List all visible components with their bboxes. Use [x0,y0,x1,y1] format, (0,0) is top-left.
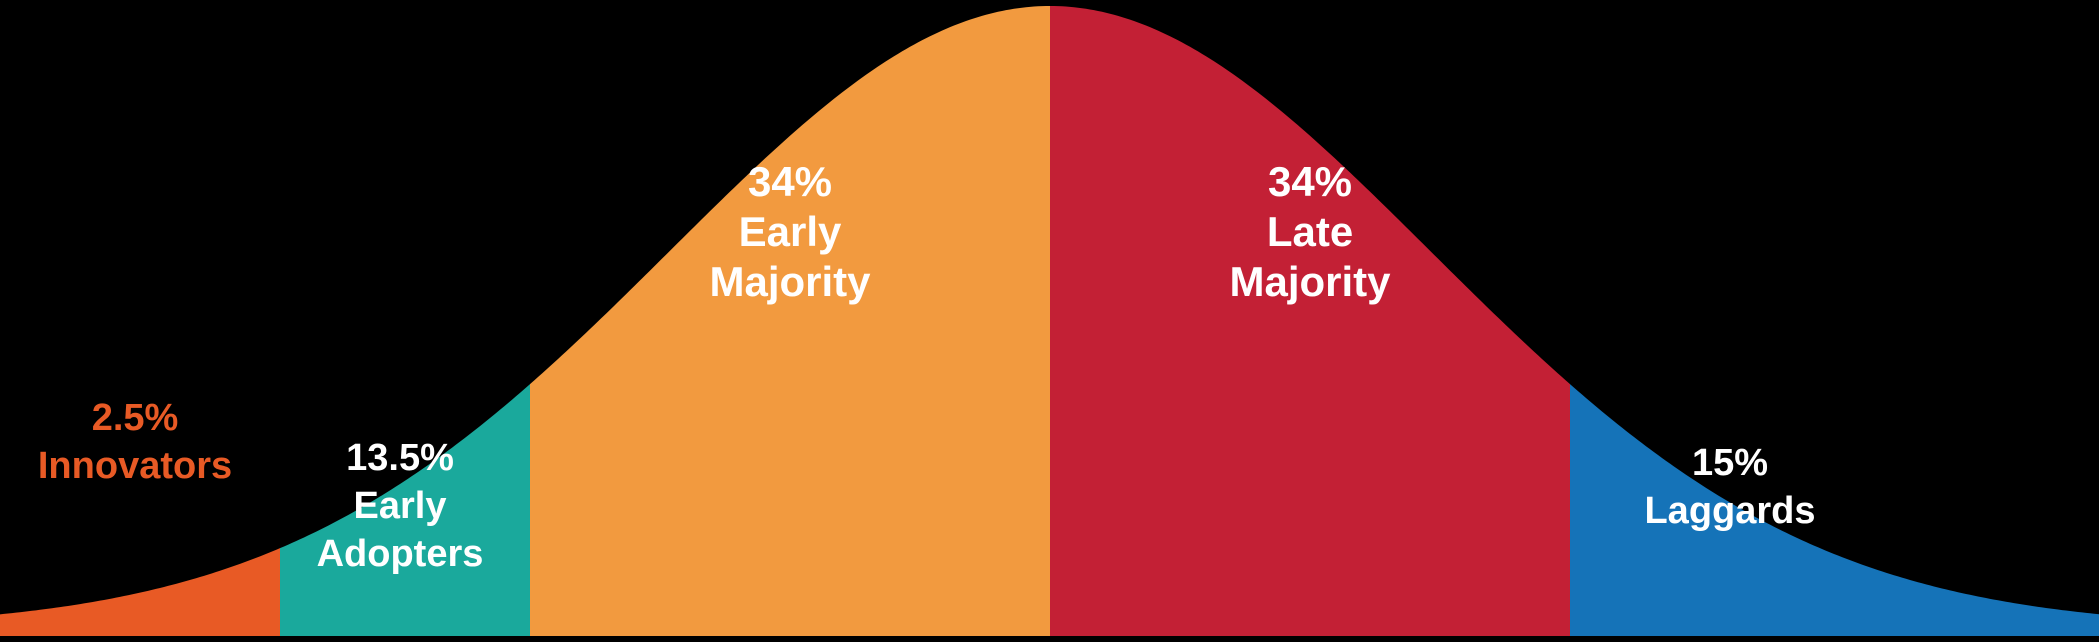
label-late-majority-line1: Late [1267,208,1353,255]
label-innovators-percent: 2.5% [92,397,179,439]
label-early-majority-line2: Majority [709,258,871,305]
label-innovators-line1: Innovators [38,445,232,487]
label-late-majority-percent: 34% [1268,158,1352,205]
diffusion-bell-curve: 2.5%Innovators13.5%EarlyAdopters34%Early… [0,0,2099,642]
label-early-adopters-line2: Adopters [317,533,484,575]
label-early-adopters-line1: Early [354,485,447,527]
label-laggards-percent: 15% [1692,442,1768,484]
label-early-majority-line1: Early [739,208,842,255]
label-early-adopters-percent: 13.5% [346,437,454,479]
label-early-majority-percent: 34% [748,158,832,205]
label-late-majority-line2: Majority [1229,258,1391,305]
label-laggards-line1: Laggards [1644,490,1815,532]
